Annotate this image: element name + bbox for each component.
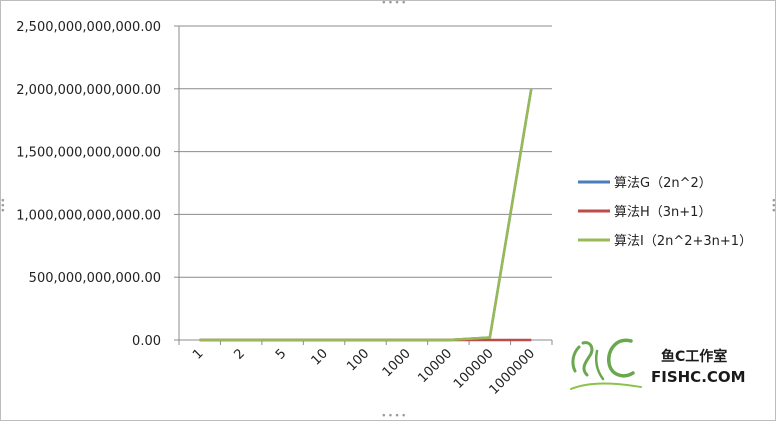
resize-handle-left[interactable]: ∙∙∙	[0, 199, 4, 214]
y-tick-label: 2,500,000,000,000.00	[16, 20, 161, 35]
y-tick-label: 1,000,000,000,000.00	[16, 208, 161, 223]
x-tick-label: 5	[273, 346, 289, 362]
x-tick-label: 1	[190, 346, 206, 362]
legend[interactable]: 算法G（2n^2） 算法H（3n+1） 算法I（2n^2+3n+1）	[578, 176, 752, 249]
x-tick-label: 2	[232, 346, 248, 362]
legend-item[interactable]: 算法H（3n+1）	[578, 205, 711, 220]
gridlines	[179, 26, 552, 277]
resize-handle-top[interactable]: ∙∙∙∙	[381, 0, 408, 8]
legend-label: 算法G（2n^2）	[614, 176, 712, 191]
legend-label: 算法I（2n^2+3n+1）	[614, 234, 752, 249]
y-tick-label: 0.00	[132, 334, 161, 349]
x-tick-label: 10	[309, 346, 331, 368]
watermark-site: FISHC.COM	[651, 368, 746, 386]
y-tick-label: 2,000,000,000,000.00	[16, 83, 161, 98]
x-tick-label: 10000	[415, 346, 455, 386]
watermark-brand: 鱼C工作室	[661, 346, 727, 366]
x-tick-label: 1000	[380, 346, 414, 380]
fishc-logo-icon	[561, 331, 651, 401]
legend-item[interactable]: 算法G（2n^2）	[578, 176, 712, 191]
legend-label: 算法H（3n+1）	[614, 205, 711, 220]
resize-handle-bottom[interactable]: ∙∙∙∙	[381, 412, 408, 421]
fishc-watermark: 鱼C工作室 FISHC.COM	[561, 331, 761, 401]
x-tick-label: 1000000	[487, 346, 539, 398]
y-tick-label: 500,000,000,000.00	[29, 271, 161, 286]
y-tick-labels: 0.00 500,000,000,000.00 1,000,000,000,000.…	[16, 20, 161, 349]
legend-item[interactable]: 算法I（2n^2+3n+1）	[578, 234, 752, 249]
y-tick-label: 1,500,000,000,000.00	[16, 146, 161, 161]
x-tick-label: 100	[344, 346, 372, 374]
resize-handle-right[interactable]: ∙∙∙	[771, 199, 775, 214]
